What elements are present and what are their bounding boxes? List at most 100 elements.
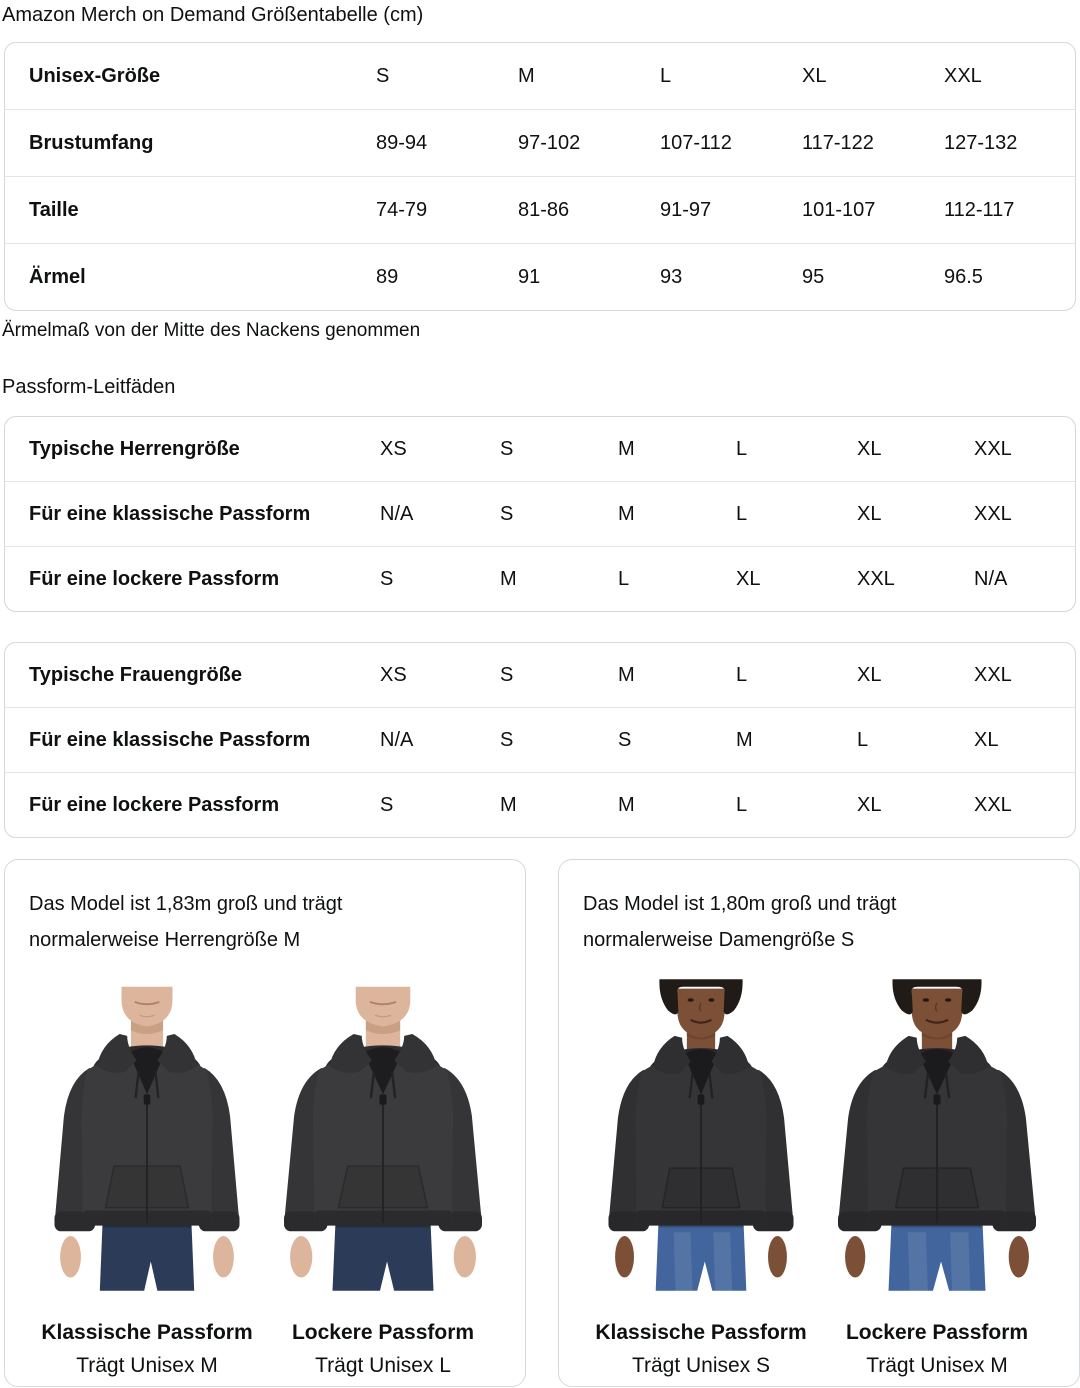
measure-value: 81-86 (518, 198, 570, 221)
fit-value: S (500, 502, 514, 525)
size-worn-label: Trägt Unisex S (631, 1354, 771, 1377)
page-title: Amazon Merch on Demand Größentabelle (cm… (2, 4, 424, 26)
table-row: Brustumfang 89-94 97-102 107-112 117-122… (5, 109, 1075, 176)
fit-value: M (736, 728, 753, 751)
fit-value: L (618, 567, 630, 590)
size-value: XL (802, 64, 827, 87)
model-cards-row: Das Model ist 1,83m groß und trägt norma… (4, 859, 1080, 1387)
fit-value: S (500, 728, 514, 751)
fit-label: Lockere Passform (291, 1321, 475, 1344)
male-model-loose-fit-photo (257, 970, 510, 1300)
fit-value: XL (857, 663, 882, 686)
measure-value: 89-94 (376, 131, 428, 154)
fit-value: XXL (857, 567, 895, 590)
fit-value: L (736, 502, 748, 525)
measure-value: 127-132 (944, 131, 1018, 154)
photo-captions-row: Klassische Passform Trägt Unisex S Locke… (583, 1316, 1055, 1382)
measure-value: 74-79 (376, 198, 428, 221)
fit-value: L (736, 793, 748, 816)
measure-value: 117-122 (802, 131, 874, 154)
size-worn-label: Trägt Unisex L (315, 1354, 451, 1377)
row-label: Für eine lockere Passform (29, 567, 280, 590)
fit-value: M (500, 793, 517, 816)
fit-value: N/A (974, 567, 1008, 590)
row-label: Für eine klassische Passform (29, 728, 311, 751)
measure-value: 95 (802, 265, 825, 288)
row-label: Für eine lockere Passform (29, 793, 280, 816)
size-value: M (518, 64, 535, 87)
fit-value: XXL (974, 793, 1012, 816)
fit-value: M (618, 437, 635, 460)
size-value: L (660, 64, 672, 87)
measure-value: 96.5 (944, 265, 983, 288)
size-value: S (376, 64, 390, 87)
row-label: Typische Frauengröße (29, 663, 243, 686)
fit-label: Lockere Passform (845, 1321, 1029, 1344)
classic-fit-caption: Klassische Passform Trägt Unisex M (29, 1316, 265, 1382)
size-value: XXL (944, 64, 982, 87)
womens-fit-table: Typische Frauengröße XS S M L XL XXL Für… (4, 642, 1076, 838)
table-row: Für eine lockere Passform S M M L XL XXL (5, 772, 1075, 837)
fit-value: N/A (380, 502, 414, 525)
measure-value: 91 (518, 265, 541, 288)
fit-value: M (618, 502, 635, 525)
row-label: Typische Herrengröße (29, 437, 240, 460)
fit-value: S (380, 567, 394, 590)
table-row: Typische Frauengröße XS S M L XL XXL (5, 643, 1075, 707)
fit-value: L (857, 728, 869, 751)
classic-fit-photo-slot (583, 970, 819, 1300)
table-row: Unisex-Größe S M L XL XXL (5, 43, 1075, 109)
fit-value: XXL (974, 502, 1012, 525)
female-model-loose-fit-photo (811, 970, 1064, 1300)
fit-guides-heading: Passform-Leitfäden (2, 376, 176, 398)
table-row: Für eine klassische Passform N/A S S M L… (5, 707, 1075, 772)
fit-value: L (736, 437, 748, 460)
mens-fit-table: Typische Herrengröße XS S M L XL XXL Für… (4, 416, 1076, 612)
measure-value: 107-112 (660, 131, 732, 154)
loose-fit-caption: Lockere Passform Trägt Unisex L (265, 1316, 501, 1382)
fit-value: XL (857, 437, 882, 460)
fit-value: XL (974, 728, 999, 751)
size-worn-label: Trägt Unisex M (76, 1354, 218, 1377)
classic-fit-caption: Klassische Passform Trägt Unisex S (583, 1316, 819, 1382)
model-photos-row (583, 970, 1055, 1300)
measure-value: 89 (376, 265, 399, 288)
fit-label: Klassische Passform (41, 1321, 253, 1344)
unisex-size-table: Unisex-Größe S M L XL XXL Brustumfang 89… (4, 42, 1076, 311)
table-row: Ärmel 89 91 93 95 96.5 (5, 243, 1075, 310)
fit-value: XL (736, 567, 761, 590)
fit-value: N/A (380, 728, 414, 751)
fit-value: L (736, 663, 748, 686)
fit-label: Klassische Passform (595, 1321, 807, 1344)
loose-fit-caption: Lockere Passform Trägt Unisex M (819, 1316, 1055, 1382)
mens-model-card: Das Model ist 1,83m groß und trägt norma… (4, 859, 526, 1387)
row-label: Taille (29, 198, 79, 221)
fit-value: XS (380, 437, 407, 460)
womens-model-card: Das Model ist 1,80m groß und trägt norma… (558, 859, 1080, 1387)
model-description: Das Model ist 1,80m groß und trägt norma… (583, 893, 897, 951)
row-label: Ärmel (29, 265, 86, 288)
measure-value: 101-107 (802, 198, 876, 221)
loose-fit-photo-slot (265, 970, 501, 1300)
fit-value: XXL (974, 437, 1012, 460)
model-description: Das Model ist 1,83m groß und trägt norma… (29, 893, 343, 951)
fit-value: M (618, 663, 635, 686)
table-row: Taille 74-79 81-86 91-97 101-107 112-117 (5, 176, 1075, 243)
male-model-classic-fit-photo (29, 970, 265, 1300)
table-row: Für eine lockere Passform S M L XL XXL N… (5, 546, 1075, 611)
female-model-classic-fit-photo (583, 970, 819, 1300)
measure-value: 112-117 (944, 198, 1015, 221)
measure-value: 97-102 (518, 131, 581, 154)
fit-value: M (618, 793, 635, 816)
loose-fit-photo-slot (819, 970, 1055, 1300)
fit-value: XS (380, 663, 407, 686)
fit-value: S (500, 437, 514, 460)
fit-value: XL (857, 502, 882, 525)
row-label: Brustumfang (29, 131, 154, 154)
measure-value: 91-97 (660, 198, 712, 221)
classic-fit-photo-slot (29, 970, 265, 1300)
table-row: Typische Herrengröße XS S M L XL XXL (5, 417, 1075, 481)
photo-captions-row: Klassische Passform Trägt Unisex M Locke… (29, 1316, 501, 1382)
row-label: Unisex-Größe (29, 64, 161, 87)
